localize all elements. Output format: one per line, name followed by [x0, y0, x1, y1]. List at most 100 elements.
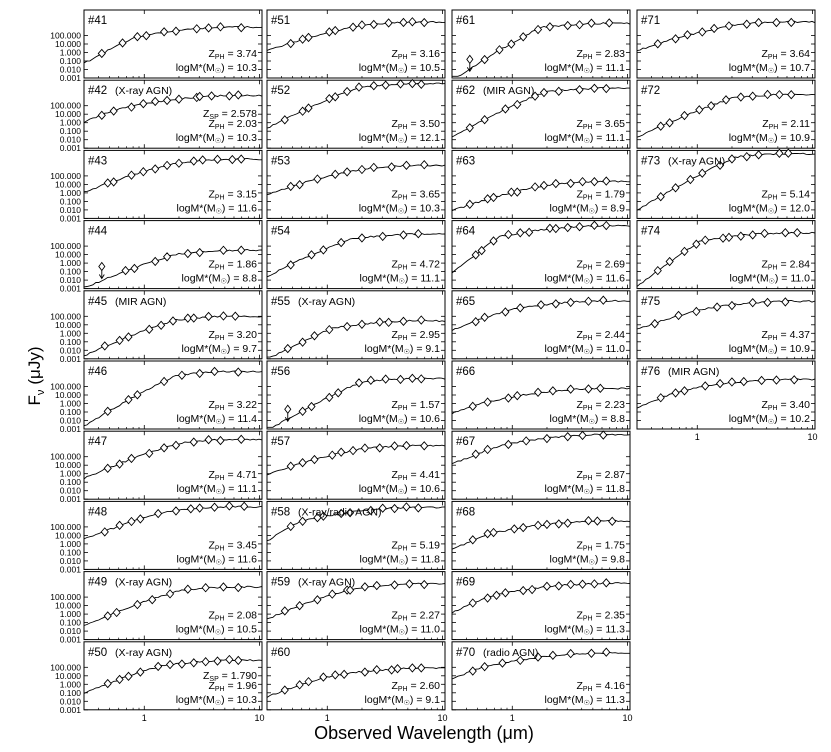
- photometry-point: [489, 527, 498, 538]
- panel-mass-value: 10.5: [420, 62, 441, 74]
- panel-zph-value: 3.22: [237, 399, 258, 411]
- panel-zph-value: 2.03: [237, 118, 258, 130]
- photometry-point: [295, 180, 304, 190]
- photometry-point: [539, 180, 549, 191]
- photometry-point: [234, 367, 243, 377]
- photometry-point: [420, 441, 429, 451]
- y-tick-label: 0.010: [60, 556, 82, 566]
- panel-id-label: #46: [88, 366, 107, 378]
- panel-mass-value: 11.1: [237, 483, 257, 495]
- y-tick-label: 0.100: [60, 126, 82, 136]
- photometry-point: [310, 331, 319, 341]
- photometry-point: [680, 386, 689, 396]
- panel-mass-value: 9.7: [242, 343, 257, 355]
- y-tick-label: 0.010: [60, 345, 82, 355]
- y-tick-label: 10.000: [55, 250, 81, 260]
- photometry-point: [701, 235, 710, 245]
- panel-zph-value: 3.74: [237, 48, 258, 60]
- panel-id-label: #73: [641, 155, 660, 167]
- photometry-point: [736, 92, 745, 102]
- photometry-point: [590, 220, 599, 230]
- photometry-point: [219, 582, 228, 592]
- photometry-point: [793, 227, 802, 238]
- y-axis-label-symbol: F: [25, 395, 44, 405]
- photometry-point: [724, 232, 734, 243]
- photometry-point: [551, 223, 560, 234]
- panel-agn-tag: (X-ray AGN): [298, 577, 355, 589]
- photometry-point: [237, 154, 246, 164]
- photometry-point: [286, 461, 295, 471]
- panel-zph-value: 3.65: [605, 118, 626, 130]
- photometry-point: [198, 155, 207, 165]
- photometry-point: [528, 584, 537, 595]
- panel-zph-value: 3.64: [790, 48, 811, 60]
- panel-id-label: #75: [641, 296, 660, 308]
- photometry-point: [201, 657, 210, 667]
- photometry-point: [471, 449, 480, 459]
- photometry-point: [533, 652, 543, 662]
- panel-zph-value: 3.16: [420, 48, 441, 60]
- photometry-point: [280, 685, 289, 695]
- panel-id-label: #55: [271, 296, 290, 308]
- photometry-point: [501, 588, 510, 598]
- photometry-point: [763, 297, 772, 308]
- photometry-point: [325, 392, 334, 403]
- photometry-point: [237, 434, 246, 445]
- photometry-point: [596, 383, 605, 394]
- panel-frame: [83, 641, 263, 711]
- panel-id-label: #59: [271, 577, 290, 589]
- photometry-point: [121, 265, 130, 276]
- panel-mass-value: 11.6: [605, 273, 625, 285]
- photometry-point: [195, 368, 204, 379]
- panel-zph-label: ZPH = 3.20: [208, 329, 257, 342]
- panel-frame: [266, 290, 446, 360]
- photometry-point: [584, 384, 593, 394]
- y-tick-label: 10.000: [55, 320, 81, 330]
- panel-mass-value: 11.0: [605, 343, 625, 355]
- panel-id-label: #60: [271, 647, 290, 659]
- photometry-point: [97, 48, 106, 59]
- photometry-point: [381, 374, 390, 384]
- panel-zph-value: 5.14: [790, 188, 811, 200]
- panel-zph-value: 4.71: [237, 469, 258, 481]
- y-tick-label: 100.000: [50, 241, 81, 251]
- photometry-point: [348, 445, 358, 456]
- panel-mass-value: 10.3: [237, 694, 258, 706]
- photometry-point: [775, 89, 784, 100]
- photometry-point: [234, 655, 243, 666]
- photometry-point: [590, 579, 599, 589]
- photometry-point: [204, 311, 213, 322]
- photometry-point: [100, 527, 109, 537]
- photometry-point: [408, 78, 417, 89]
- photometry-point: [171, 26, 181, 36]
- photometry-point: [727, 377, 737, 387]
- photometry-point: [127, 102, 136, 112]
- panel-id-label: #50: [88, 647, 107, 659]
- y-tick-label: 0.010: [60, 486, 82, 496]
- panel-mass-label: logM*(M☉) = 11.4: [176, 413, 257, 426]
- photometry-point: [605, 18, 614, 28]
- photometry-point: [698, 27, 707, 37]
- panel-mass-value: 10.3: [237, 132, 258, 144]
- panel-zph-value: 2.84: [790, 259, 811, 271]
- photometry-point: [124, 671, 133, 682]
- photometry-point: [533, 387, 543, 397]
- photometry-point: [757, 375, 766, 386]
- photometry-point: [213, 154, 222, 165]
- photometry-point: [171, 506, 181, 516]
- y-tick-label: 0.100: [60, 337, 82, 347]
- photometry-point: [748, 298, 757, 308]
- photometry-point: [396, 374, 405, 385]
- photometry-point: [775, 148, 784, 158]
- photometry-point: [727, 154, 737, 164]
- panel-zph-value: 2.35: [605, 610, 626, 622]
- photometry-point: [97, 110, 106, 121]
- panel-zph-value: 1.86: [237, 259, 258, 271]
- y-tick-label: 100.000: [50, 662, 81, 672]
- photometry-point: [160, 27, 169, 37]
